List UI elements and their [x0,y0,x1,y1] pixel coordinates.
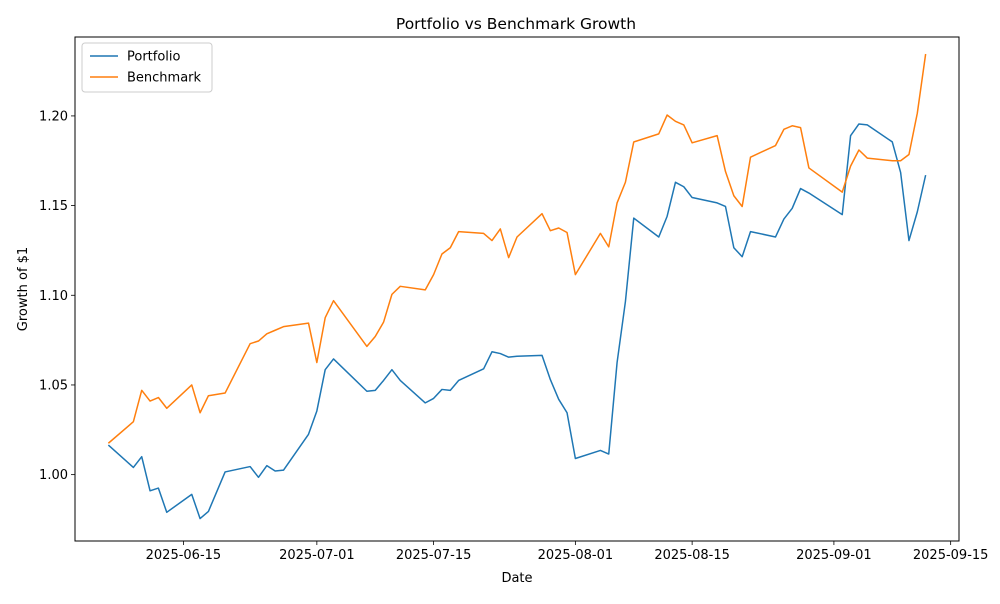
x-tick-label: 2025-08-01 [538,548,614,563]
series-line-portfolio [107,123,927,520]
x-tick-label: 2025-07-01 [279,548,355,563]
y-tick-label: 1.15 [39,199,68,214]
series-line-benchmark [107,53,927,444]
y-tick-label: 1.20 [39,109,68,124]
x-tick-label: 2025-09-01 [796,548,872,563]
series-layer [107,53,927,520]
x-tick-label: 2025-07-15 [396,548,472,563]
legend-label-portfolio: Portfolio [127,50,181,65]
y-tick-label: 1.00 [39,468,68,483]
y-tick-label: 1.10 [39,289,68,304]
legend: Portfolio Benchmark [81,42,213,93]
x-tick-label: 2025-08-15 [654,548,730,563]
x-tick-label: 2025-09-15 [913,548,989,563]
y-tick-label: 1.05 [39,378,68,393]
y-axis-label: Growth of $1 [16,247,31,331]
x-axis: 2025-06-15 2025-07-01 2025-07-15 2025-08-01… [146,541,989,563]
chart-title: Portfolio vs Benchmark Growth [396,15,636,33]
plot-area-frame [74,36,960,542]
legend-label-benchmark: Benchmark [127,71,202,86]
y-axis: 1.00 1.05 1.10 1.15 1.20 [39,109,75,483]
x-axis-label: Date [501,571,532,586]
x-tick-label: 2025-06-15 [146,548,222,563]
